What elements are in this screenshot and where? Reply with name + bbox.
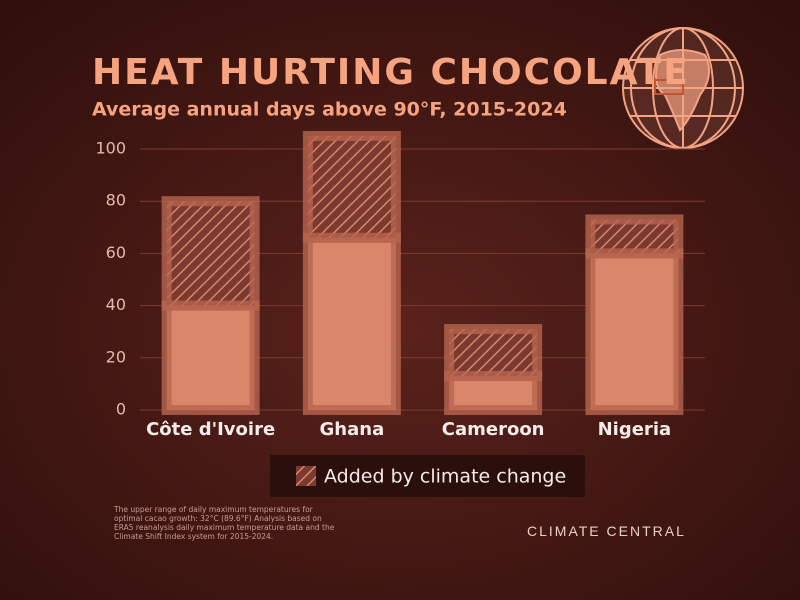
- chart-title: HEAT HURTING CHOCOLATE: [92, 52, 690, 93]
- bar-segment-hatched: [302, 130, 401, 243]
- globe-icon: [622, 27, 744, 149]
- footnote: The upper range of daily maximum tempera…: [114, 505, 335, 541]
- x-tick-label: Côte d'Ivoire: [146, 419, 275, 440]
- y-tick-label: 20: [106, 347, 126, 366]
- y-tick-label: 60: [106, 243, 126, 262]
- y-tick-label: 0: [116, 400, 126, 419]
- bar-segment-hatched: [444, 324, 543, 382]
- bar-segment: [161, 300, 260, 416]
- legend-box: [270, 455, 585, 497]
- bar-segment: [302, 232, 401, 415]
- bar-segment: [585, 248, 684, 415]
- x-tick-label: Ghana: [320, 419, 385, 440]
- y-tick-label: 100: [95, 139, 126, 158]
- y-tick-label: 80: [106, 191, 126, 210]
- legend-label: Added by climate change: [324, 466, 566, 488]
- x-tick-label: Nigeria: [598, 419, 672, 440]
- x-tick-label: Cameroon: [442, 419, 545, 440]
- y-tick-label: 40: [106, 295, 126, 314]
- bar-segment-hatched: [585, 214, 684, 259]
- legend-swatch: [296, 466, 316, 486]
- bar-segment: [444, 371, 543, 416]
- source-logo: CLIMATE CENTRAL: [527, 523, 686, 539]
- chart-subtitle: Average annual days above 90°F, 2015-202…: [92, 99, 567, 121]
- bar-segment-hatched: [161, 196, 260, 311]
